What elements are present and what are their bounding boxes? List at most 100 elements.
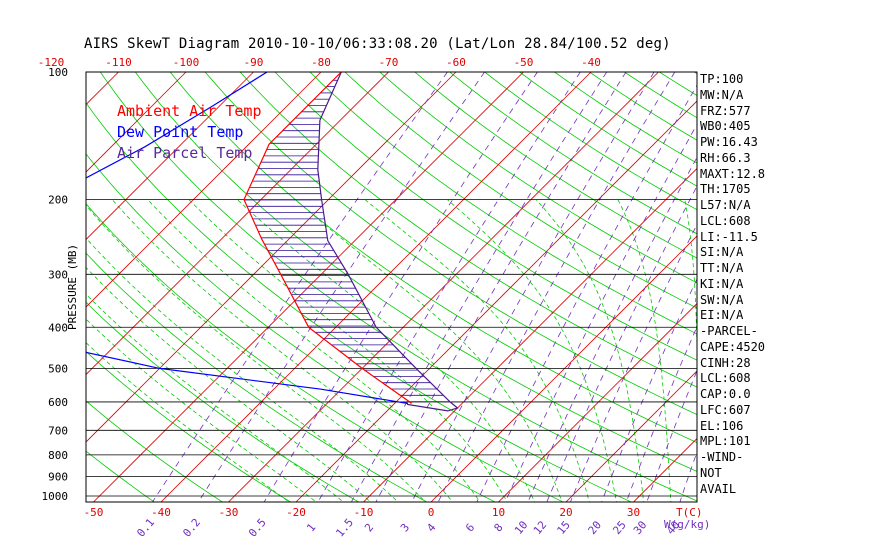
mixing-ratio-line [350,72,608,502]
moist-adiabat-line [86,204,426,502]
isotherm-line [86,72,389,376]
isotherm-line [160,72,592,502]
pressure-tick-label: 600 [48,396,68,409]
dry-adiabat-line [449,72,697,235]
moist-adiabat-line [684,199,697,378]
mixing-ratio-label: 10 [512,518,530,537]
stat-parcel-lcl: LCL:608 [700,371,751,386]
dry-adiabat-line [86,252,428,502]
pressure-tick-label: 900 [48,471,68,484]
dry-adiabat-line [239,72,697,388]
dry-adiabat-line [86,153,565,502]
mixing-ratio-line [317,72,581,502]
mixing-ratio-label: 0.2 [180,516,203,540]
mixing-ratio-line [411,72,655,502]
dry-adiabat-line [309,72,697,335]
mixing-ratio-label: 0.5 [246,516,269,540]
stat-l57: L57:N/A [700,198,751,212]
isotherm-line [497,302,697,502]
mixing-ratio-label: 20 [586,518,604,537]
moist-adiabat-line [86,318,317,502]
bottom-temp-tick-label: -40 [151,506,171,519]
mixing-ratio-label: 0.1 [134,516,157,540]
isotherm-line [766,72,870,505]
bottom-temp-tick-label: 0 [428,506,435,519]
top-temp-tick-label: -100 [173,56,200,69]
mixing-ratio-line [527,156,697,502]
stat-lfc: LFC:607 [700,402,751,417]
stat-ki: KI:N/A [700,276,744,291]
dry-adiabat-line [86,301,360,502]
dry-adiabat-line [134,72,697,472]
isotherm-line [86,72,322,308]
mixing-ratio-label: 2 [362,521,376,534]
bottom-temp-tick-label: 10 [492,506,505,519]
top-temp-tick-label: -50 [514,56,534,69]
moist-adiabat-line [86,293,345,502]
legend: Ambient Air Temp Dew Point Temp Air Parc… [117,101,262,164]
mixing-ratio-label: 6 [463,521,477,534]
dry-adiabat-line [414,72,697,259]
stats-panel: TP:100 MW:N/A FRZ:577 WB0:405 PW:16.43 R… [700,72,765,497]
pressure-tick-label: 1000 [42,490,69,503]
moist-adiabat-line [86,237,399,502]
stat-wind-header: -WIND- [700,450,744,464]
moist-adiabat-line [86,342,290,502]
isotherm-line [0,72,51,505]
mixing-ratio-label: 15 [554,518,572,537]
stat-cap: CAP:0.0 [700,387,751,401]
dry-adiabat-line [0,72,22,505]
chart-title: AIRS SkewT Diagram 2010-10-10/06:33:08.2… [84,36,671,52]
isotherm-line [565,370,697,502]
stat-wind-avail: AVAIL [700,481,737,496]
moist-adiabat-line [147,199,481,502]
isotherm-line [86,72,457,443]
stat-rh: RH:66.3 [700,150,751,165]
pressure-tick-label: 100 [48,66,68,79]
stat-cape: CAPE:4520 [700,339,766,354]
dry-adiabat-line [764,72,870,505]
dry-adiabat-line [519,72,697,187]
moist-adiabat-line [295,199,563,502]
legend-dew-point-temp: Dew Point Temp [117,123,244,141]
bottom-temp-tick-label: -10 [354,506,374,519]
mixing-ratio-label: 30 [631,518,649,537]
mixing-ratio-line [476,84,697,502]
dry-adiabat-line [379,72,697,284]
stat-mpl: MPL:101 [700,434,751,449]
stat-lcl: LCL:608 [700,213,751,228]
mixing-ratio-line [569,223,697,502]
top-temp-tick-label: -60 [446,56,466,69]
top-temp-tick-label: -120 [38,56,65,69]
stat-wind-not: NOT [700,465,722,480]
dry-adiabat-line [86,102,633,502]
stat-el: EL:106 [700,418,744,433]
dry-adiabat-line [554,72,697,164]
stat-si: SI:N/A [700,245,744,260]
pressure-tick-label: 400 [48,321,68,334]
stat-pw: PW:16.43 [700,135,758,149]
moist-adiabat-line [111,199,454,502]
stat-wb0: WB0:405 [700,119,751,134]
moist-adiabat-line [364,199,590,502]
stat-ei: EI:N/A [700,308,744,323]
mixing-ratio-label: 4 [424,521,438,535]
mixing-ratio-unit-label: W(g/kg) [664,518,710,531]
top-temp-tick-label: -90 [244,56,264,69]
mixing-ratio-label: 25 [610,518,628,537]
stat-tt: TT:N/A [700,261,744,275]
mixing-ratio-line [504,123,697,502]
dry-adiabat-line [86,400,224,502]
bottom-temp-tick-label: -30 [219,506,239,519]
moist-adiabat-line [237,199,536,502]
dry-adiabat-line [799,72,870,505]
bottom-temp-tick-label: 30 [627,506,640,519]
dry-adiabat-line [344,72,697,309]
dry-adiabat-line [86,350,292,502]
stat-cinh: CINH:28 [700,355,751,370]
mixing-ratio-label: 1.5 [333,516,356,540]
moist-adiabat-line [535,199,645,502]
dry-adiabat-line [86,203,496,502]
stat-sw: SW:N/A [700,292,744,307]
